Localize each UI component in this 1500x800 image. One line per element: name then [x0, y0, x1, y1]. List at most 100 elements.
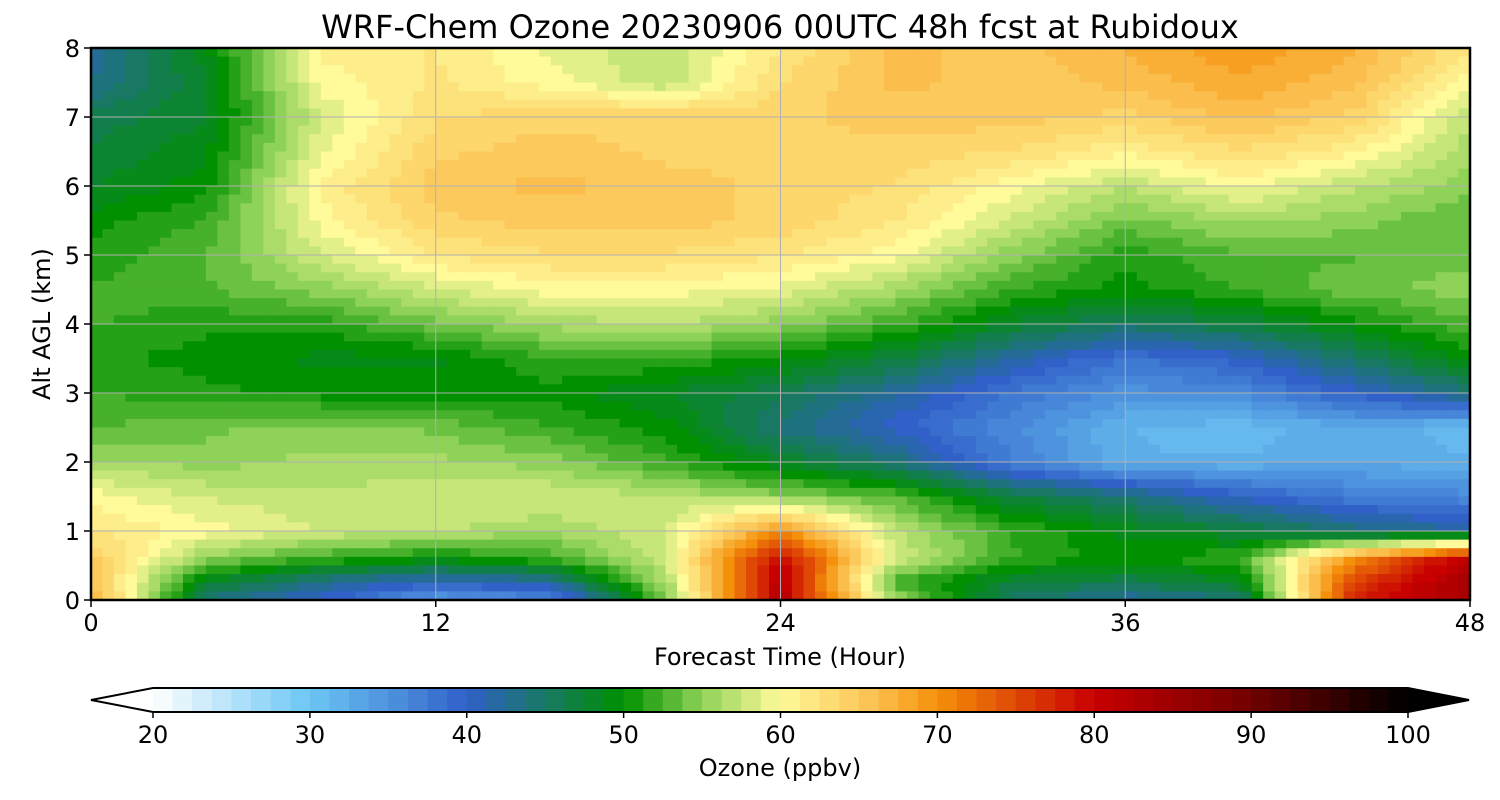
- field-cell: [1113, 48, 1126, 58]
- field-cell: [918, 384, 931, 394]
- field-cell: [1044, 246, 1057, 256]
- field-cell: [481, 255, 494, 265]
- field-cell: [159, 220, 173, 230]
- field-cell: [205, 272, 219, 282]
- field-cell: [654, 142, 667, 153]
- field-cell: [1274, 237, 1287, 247]
- field-cell: [113, 393, 127, 403]
- field-cell: [826, 220, 839, 230]
- field-cell: [1320, 358, 1333, 368]
- field-cell: [952, 367, 965, 377]
- field-cell: [665, 246, 678, 256]
- field-cell: [1136, 324, 1149, 334]
- field-cell: [217, 324, 230, 334]
- field-cell: [1458, 375, 1470, 385]
- field-cell: [343, 82, 356, 92]
- field-cell: [136, 393, 150, 403]
- field-cell: [918, 73, 931, 84]
- field-cell: [585, 134, 598, 144]
- field-cell: [251, 65, 264, 75]
- field-cell: [481, 324, 494, 334]
- field-cell: [125, 315, 138, 325]
- field-cell: [688, 203, 701, 213]
- field-cell: [343, 358, 356, 368]
- field-cell: [837, 168, 851, 178]
- field-cell: [159, 108, 173, 118]
- field-cell: [136, 177, 150, 187]
- field-cell: [872, 272, 885, 282]
- field-cell: [1171, 280, 1184, 291]
- field-cell: [1240, 56, 1253, 66]
- field-cell: [182, 91, 196, 101]
- field-cell: [1171, 73, 1184, 84]
- field-cell: [481, 125, 494, 135]
- field-cell: [504, 151, 517, 161]
- field-cell: [504, 367, 517, 377]
- field-cell: [217, 401, 230, 411]
- field-cell: [573, 203, 586, 213]
- field-cell: [746, 65, 759, 75]
- field-cell: [562, 358, 575, 368]
- field-cell: [435, 358, 448, 368]
- field-cell: [631, 246, 644, 256]
- field-cell: [837, 255, 851, 265]
- field-cell: [952, 177, 965, 187]
- field-cell: [1355, 289, 1368, 299]
- field-cell: [987, 246, 1000, 256]
- field-cell: [769, 255, 782, 265]
- field-cell: [619, 151, 632, 161]
- field-cell: [562, 324, 575, 334]
- field-cell: [516, 160, 529, 170]
- field-cell: [723, 341, 736, 351]
- field-cell: [1125, 289, 1138, 299]
- field-cell: [1010, 177, 1023, 187]
- field-cell: [929, 56, 942, 66]
- field-cell: [481, 56, 494, 66]
- field-cell: [631, 393, 644, 403]
- field-cell: [1217, 186, 1230, 196]
- field-cell: [1309, 134, 1322, 144]
- field-cell: [527, 237, 540, 247]
- field-cell: [539, 324, 552, 334]
- field-cell: [906, 117, 919, 127]
- field-cell: [1044, 341, 1057, 351]
- field-cell: [171, 73, 184, 84]
- field-cell: [125, 332, 138, 342]
- field-cell: [1297, 306, 1310, 316]
- field-cell: [1412, 306, 1425, 316]
- field-cell: [516, 48, 529, 58]
- field-cell: [102, 203, 115, 213]
- field-cell: [481, 263, 494, 273]
- field-cell: [1447, 56, 1460, 66]
- field-cell: [929, 367, 942, 377]
- field-cell: [1228, 289, 1241, 299]
- field-cell: [1044, 367, 1057, 377]
- field-cell: [240, 168, 253, 178]
- field-cell: [240, 393, 253, 403]
- field-cell: [136, 56, 150, 66]
- field-cell: [493, 91, 506, 101]
- field-cell: [837, 151, 851, 161]
- field-cell: [493, 56, 506, 66]
- field-cell: [1251, 194, 1264, 204]
- field-cell: [1274, 393, 1287, 403]
- field-cell: [1079, 142, 1092, 153]
- field-cell: [826, 255, 839, 265]
- field-cell: [941, 306, 954, 316]
- field-cell: [1194, 194, 1207, 204]
- field-cell: [182, 246, 196, 256]
- field-cell: [1033, 203, 1046, 213]
- field-cell: [159, 125, 173, 135]
- field-cell: [102, 341, 115, 351]
- field-cell: [297, 108, 310, 118]
- field-cell: [412, 186, 425, 196]
- field-cell: [1251, 263, 1264, 273]
- field-cell: [171, 289, 184, 299]
- field-cell: [148, 65, 161, 75]
- field-cell: [1021, 358, 1034, 368]
- field-cell: [539, 255, 552, 265]
- field-cell: [516, 194, 529, 204]
- field-cell: [1251, 384, 1264, 394]
- field-cell: [814, 367, 828, 377]
- field-cell: [447, 134, 460, 144]
